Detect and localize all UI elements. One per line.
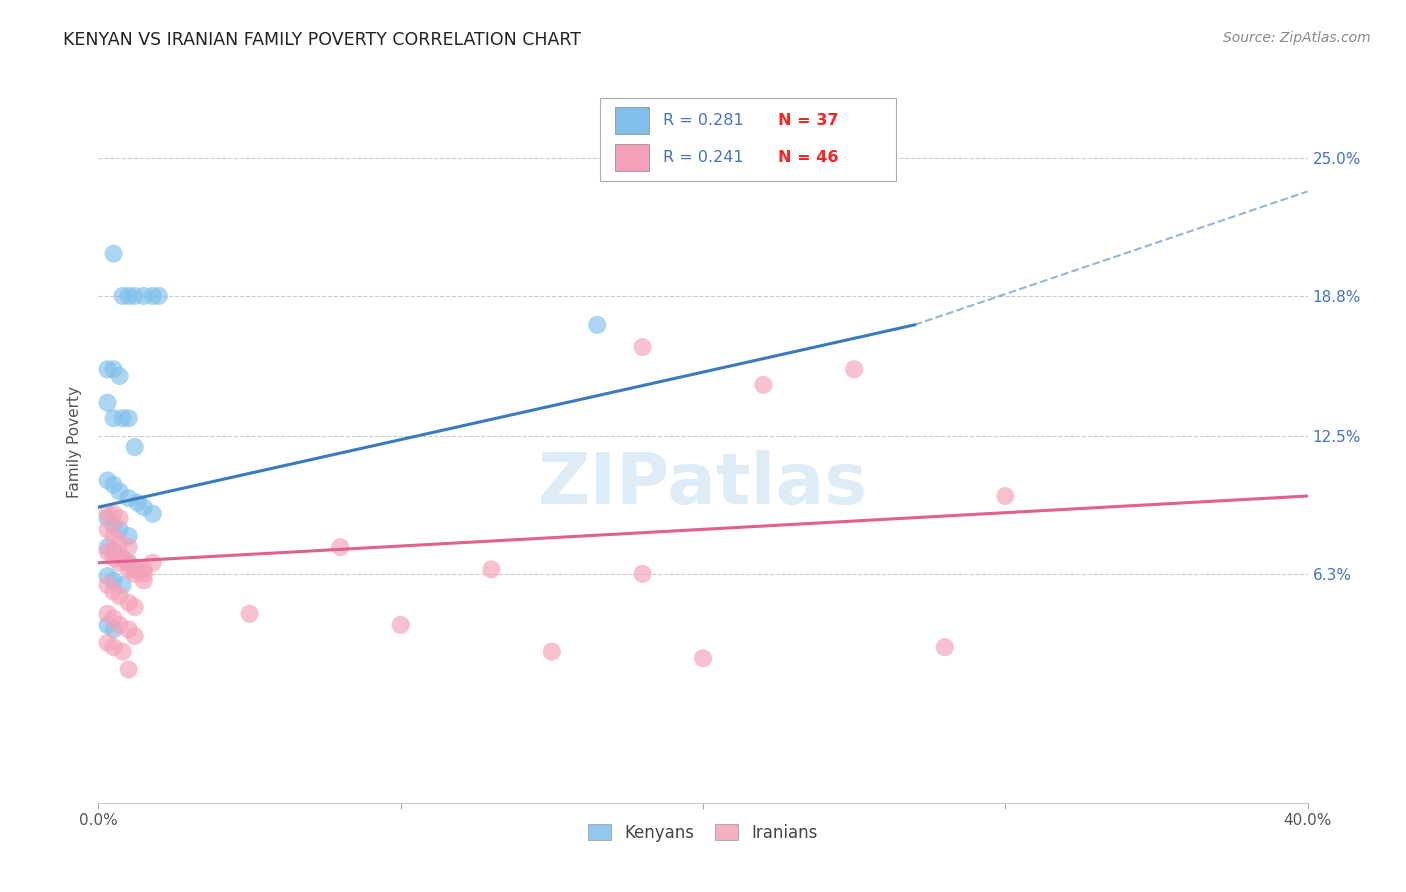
Point <box>103 411 125 425</box>
Point <box>108 484 131 499</box>
Point <box>118 662 141 676</box>
Bar <box>614 144 648 171</box>
Text: ZIPatlas: ZIPatlas <box>538 450 868 519</box>
Point <box>111 551 134 566</box>
Point <box>103 246 125 260</box>
Point <box>118 556 141 570</box>
Point <box>692 651 714 665</box>
Y-axis label: Family Poverty: Family Poverty <box>67 385 83 498</box>
Point <box>124 440 146 454</box>
Point <box>103 551 125 566</box>
Point <box>111 578 134 592</box>
Point <box>132 574 155 588</box>
Point <box>111 551 134 566</box>
Point <box>118 556 141 570</box>
Point <box>118 540 141 554</box>
Point <box>96 636 118 650</box>
Point <box>118 411 141 425</box>
Point <box>844 362 866 376</box>
Point <box>118 289 141 303</box>
Point <box>631 566 654 581</box>
Point <box>111 289 134 303</box>
Point <box>103 362 125 376</box>
Point <box>540 645 562 659</box>
Point <box>132 500 155 515</box>
Point <box>96 540 118 554</box>
Point <box>103 611 125 625</box>
Point <box>481 562 503 576</box>
Point <box>96 362 118 376</box>
Point <box>148 289 170 303</box>
Point <box>108 522 131 536</box>
Point <box>103 574 125 588</box>
Point <box>96 507 118 521</box>
Point <box>124 562 146 576</box>
Point <box>103 544 125 558</box>
Point <box>127 496 149 510</box>
Bar <box>614 107 648 135</box>
Point <box>108 556 131 570</box>
Point <box>108 368 131 383</box>
Point <box>103 507 125 521</box>
Point <box>118 596 141 610</box>
Point <box>142 289 165 303</box>
Legend: Kenyans, Iranians: Kenyans, Iranians <box>582 817 824 848</box>
Point <box>124 289 146 303</box>
Point <box>124 566 146 581</box>
Point <box>127 562 149 576</box>
Point <box>111 411 134 425</box>
Point <box>96 511 118 525</box>
Text: KENYAN VS IRANIAN FAMILY POVERTY CORRELATION CHART: KENYAN VS IRANIAN FAMILY POVERTY CORRELA… <box>63 31 581 49</box>
Text: N = 46: N = 46 <box>778 150 838 165</box>
Text: R = 0.281: R = 0.281 <box>664 113 744 128</box>
Point <box>103 640 125 655</box>
Point <box>108 618 131 632</box>
Point <box>96 578 118 592</box>
Point <box>118 562 141 576</box>
Point <box>132 289 155 303</box>
Point <box>329 540 352 554</box>
Point <box>118 491 141 506</box>
Point <box>103 478 125 492</box>
Point <box>132 566 155 581</box>
Point <box>934 640 956 655</box>
Point <box>239 607 262 621</box>
Point <box>103 584 125 599</box>
Point <box>752 377 775 392</box>
Point <box>96 607 118 621</box>
Point <box>124 629 146 643</box>
Point <box>994 489 1017 503</box>
Text: Source: ZipAtlas.com: Source: ZipAtlas.com <box>1223 31 1371 45</box>
Point <box>96 395 118 409</box>
Point <box>142 556 165 570</box>
Point <box>389 618 412 632</box>
Point <box>142 507 165 521</box>
Point <box>96 569 118 583</box>
FancyBboxPatch shape <box>600 98 897 181</box>
Point <box>118 529 141 543</box>
Point <box>103 529 125 543</box>
Point <box>96 618 118 632</box>
Point <box>111 645 134 659</box>
Point <box>96 522 118 536</box>
Point <box>586 318 609 332</box>
Point <box>108 511 131 525</box>
Point <box>631 340 654 354</box>
Text: R = 0.241: R = 0.241 <box>664 150 744 165</box>
Point <box>103 517 125 532</box>
Point <box>132 562 155 576</box>
Point <box>103 544 125 558</box>
Point <box>118 623 141 637</box>
Point <box>96 544 118 558</box>
Point <box>108 535 131 549</box>
Point <box>108 589 131 603</box>
Point <box>124 600 146 615</box>
Point <box>96 474 118 488</box>
Text: N = 37: N = 37 <box>778 113 838 128</box>
Point <box>103 623 125 637</box>
